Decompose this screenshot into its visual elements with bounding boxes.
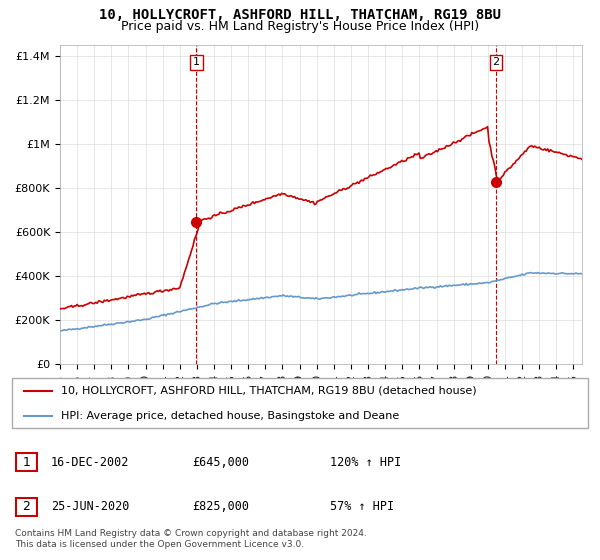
Text: 2: 2 xyxy=(22,500,31,514)
Text: 2: 2 xyxy=(493,58,500,67)
Text: £645,000: £645,000 xyxy=(192,455,249,469)
Text: 25-JUN-2020: 25-JUN-2020 xyxy=(51,500,130,514)
Text: Price paid vs. HM Land Registry's House Price Index (HPI): Price paid vs. HM Land Registry's House … xyxy=(121,20,479,32)
Text: 10, HOLLYCROFT, ASHFORD HILL, THATCHAM, RG19 8BU (detached house): 10, HOLLYCROFT, ASHFORD HILL, THATCHAM, … xyxy=(61,386,476,395)
Text: Contains HM Land Registry data © Crown copyright and database right 2024.
This d: Contains HM Land Registry data © Crown c… xyxy=(15,529,367,549)
Text: 16-DEC-2002: 16-DEC-2002 xyxy=(51,455,130,469)
Text: 1: 1 xyxy=(193,58,200,67)
Text: 1: 1 xyxy=(22,455,31,469)
Text: 10, HOLLYCROFT, ASHFORD HILL, THATCHAM, RG19 8BU: 10, HOLLYCROFT, ASHFORD HILL, THATCHAM, … xyxy=(99,8,501,22)
Text: HPI: Average price, detached house, Basingstoke and Deane: HPI: Average price, detached house, Basi… xyxy=(61,411,399,421)
Text: 120% ↑ HPI: 120% ↑ HPI xyxy=(330,455,401,469)
Text: 57% ↑ HPI: 57% ↑ HPI xyxy=(330,500,394,514)
Text: £825,000: £825,000 xyxy=(192,500,249,514)
FancyBboxPatch shape xyxy=(16,453,37,471)
FancyBboxPatch shape xyxy=(16,498,37,516)
FancyBboxPatch shape xyxy=(12,378,588,428)
